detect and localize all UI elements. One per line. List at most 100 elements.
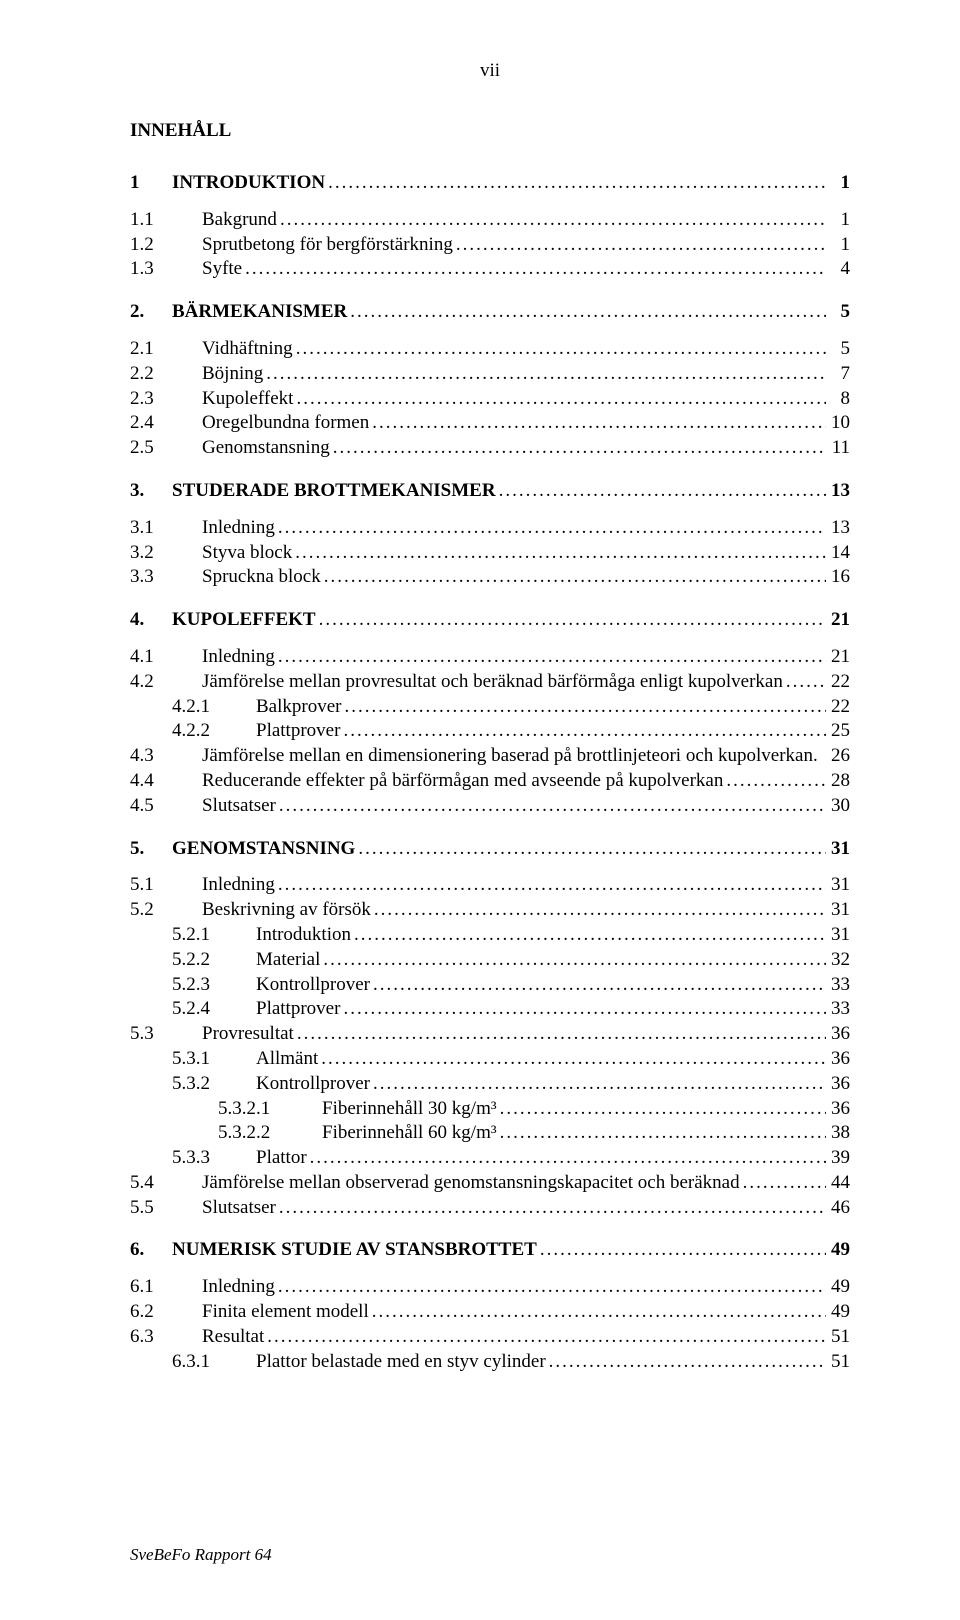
page-number: vii [130,60,850,82]
toc-leader-dots [275,646,826,669]
toc-entry-number: 2.3 [130,388,202,411]
toc-entry-label: Finita element modell [202,1301,369,1324]
toc-leader-dots [320,949,826,972]
toc-entry: 1.3Syfte4 [130,258,850,281]
toc-leader-dots [351,924,826,947]
toc-entry: 5.2.4Plattprover33 [130,998,850,1021]
toc-entry: 3.2Styva block14 [130,542,850,565]
toc-entry-label: Balkprover [256,696,341,719]
toc-entry-number: 6. [130,1239,172,1262]
toc-entry-page: 51 [826,1326,850,1349]
toc-entry-number: 5.3.3 [172,1147,256,1170]
toc-leader-dots [321,566,826,589]
toc-entry-label: Genomstansning [202,437,330,460]
toc-entry-label: Böjning [202,363,263,386]
toc-title: INNEHÅLL [130,120,850,142]
toc-entry-label: Oregelbundna formen [202,412,369,435]
toc-entry-number: 2.5 [130,437,202,460]
toc-entry-number: 5.3.1 [172,1048,256,1071]
toc-entry-number: 4.1 [130,646,202,669]
toc-entry: 1.2Sprutbetong för bergförstärkning1 [130,234,850,257]
toc-dot: . [813,745,818,768]
toc-entry-number: 2.1 [130,338,202,361]
toc-entry-page: 7 [826,363,850,386]
toc-leader-dots [740,1172,826,1195]
toc-entry-label: Material [256,949,320,972]
toc-entry-page: 22 [826,696,850,719]
toc-entry-page: 46 [826,1197,850,1220]
toc-leader-dots [497,1122,826,1145]
toc-entry-page: 5 [826,301,850,324]
toc-entry-label: Allmänt [256,1048,318,1071]
toc-entry: 4.2.2Plattprover25 [130,720,850,743]
footer-report-id: SveBeFo Rapport 64 [130,1545,272,1565]
toc-entry: 3.STUDERADE BROTTMEKANISMER13 [130,480,850,503]
toc-leader-dots [370,1073,826,1096]
toc-entry-page: 14 [826,542,850,565]
toc-leader-dots [242,258,826,281]
toc-entry-page: 38 [826,1122,850,1145]
toc-entry-label: Plattprover [256,720,340,743]
toc-entry-label: Syfte [202,258,242,281]
toc-entry-label: Plattor [256,1147,307,1170]
toc-entry-label: Provresultat [202,1023,294,1046]
toc-entry-number: 5.2.3 [172,974,256,997]
toc-entry: 4.4Reducerande effekter på bärförmågan m… [130,770,850,793]
toc-leader-dots [723,770,826,793]
toc-leader-dots [325,172,826,195]
toc-leader-dots [497,1098,826,1121]
toc-entry-label: Kupoleffekt [202,388,293,411]
toc-entry: 5.3.3Plattor39 [130,1147,850,1170]
toc-entry-label: Jämförelse mellan observerad genomstansn… [202,1172,740,1195]
toc-leader-dots [316,609,826,632]
toc-entry-page: 21 [826,609,850,632]
toc-entry-number: 6.3 [130,1326,202,1349]
toc-entry: 2.1Vidhäftning5 [130,338,850,361]
toc-entry-page: 1 [826,209,850,232]
toc-entry-label: Bakgrund [202,209,277,232]
toc-entry-page: 21 [826,646,850,669]
toc-entry: 5.5Slutsatser46 [130,1197,850,1220]
toc-entry-label: STUDERADE BROTTMEKANISMER [172,480,496,503]
toc-entry-number: 4.4 [130,770,202,793]
toc-entry-number: 2. [130,301,172,324]
toc-leader-dots [496,480,826,503]
toc-entry-number: 5.3 [130,1023,202,1046]
toc-entry-number: 5.3.2.2 [218,1122,322,1145]
toc-entry-page: 1 [826,172,850,195]
toc-entry: 2.5Genomstansning11 [130,437,850,460]
toc-leader-dots [294,1023,826,1046]
toc-entry-number: 6.2 [130,1301,202,1324]
toc-entry-number: 5.2.1 [172,924,256,947]
toc-entry-number: 4.3 [130,745,202,768]
toc-entry-label: Inledning [202,517,275,540]
toc-entry-number: 5.2.4 [172,998,256,1021]
toc-entry: 4.KUPOLEFFEKT21 [130,609,850,632]
toc-entry-number: 5.2 [130,899,202,922]
toc-leader-dots [293,338,826,361]
toc-entry-number: 5.4 [130,1172,202,1195]
toc-entry: 5.2Beskrivning av försök31 [130,899,850,922]
toc-leader-dots [263,363,826,386]
toc-entry-label: Vidhäftning [202,338,293,361]
toc-entry-page: 13 [826,517,850,540]
toc-entry-page: 32 [826,949,850,972]
toc-entry-page: 13 [826,480,850,503]
toc-leader-dots [370,974,826,997]
toc-entry-label: Slutsatser [202,795,276,818]
toc-entry: 3.1Inledning13 [130,517,850,540]
toc-entry-label: BÄRMEKANISMER [172,301,347,324]
toc-entry-label: Spruckna block [202,566,321,589]
toc-entry-number: 5.3.2.1 [218,1098,322,1121]
toc-leader-dots [276,1197,826,1220]
toc-entry-label: Sprutbetong för bergförstärkning [202,234,453,257]
toc-entry: 4.5Slutsatser30 [130,795,850,818]
toc-leader-dots [347,301,826,324]
toc-entry-page: 26 [826,745,850,768]
toc-entry-number: 4.2.2 [172,720,256,743]
toc-entry-number: 5.2.2 [172,949,256,972]
toc-entry-label: Inledning [202,874,275,897]
toc-entry-page: 49 [826,1276,850,1299]
toc-leader-dots [275,517,826,540]
toc-entry: 4.2.1Balkprover22 [130,696,850,719]
